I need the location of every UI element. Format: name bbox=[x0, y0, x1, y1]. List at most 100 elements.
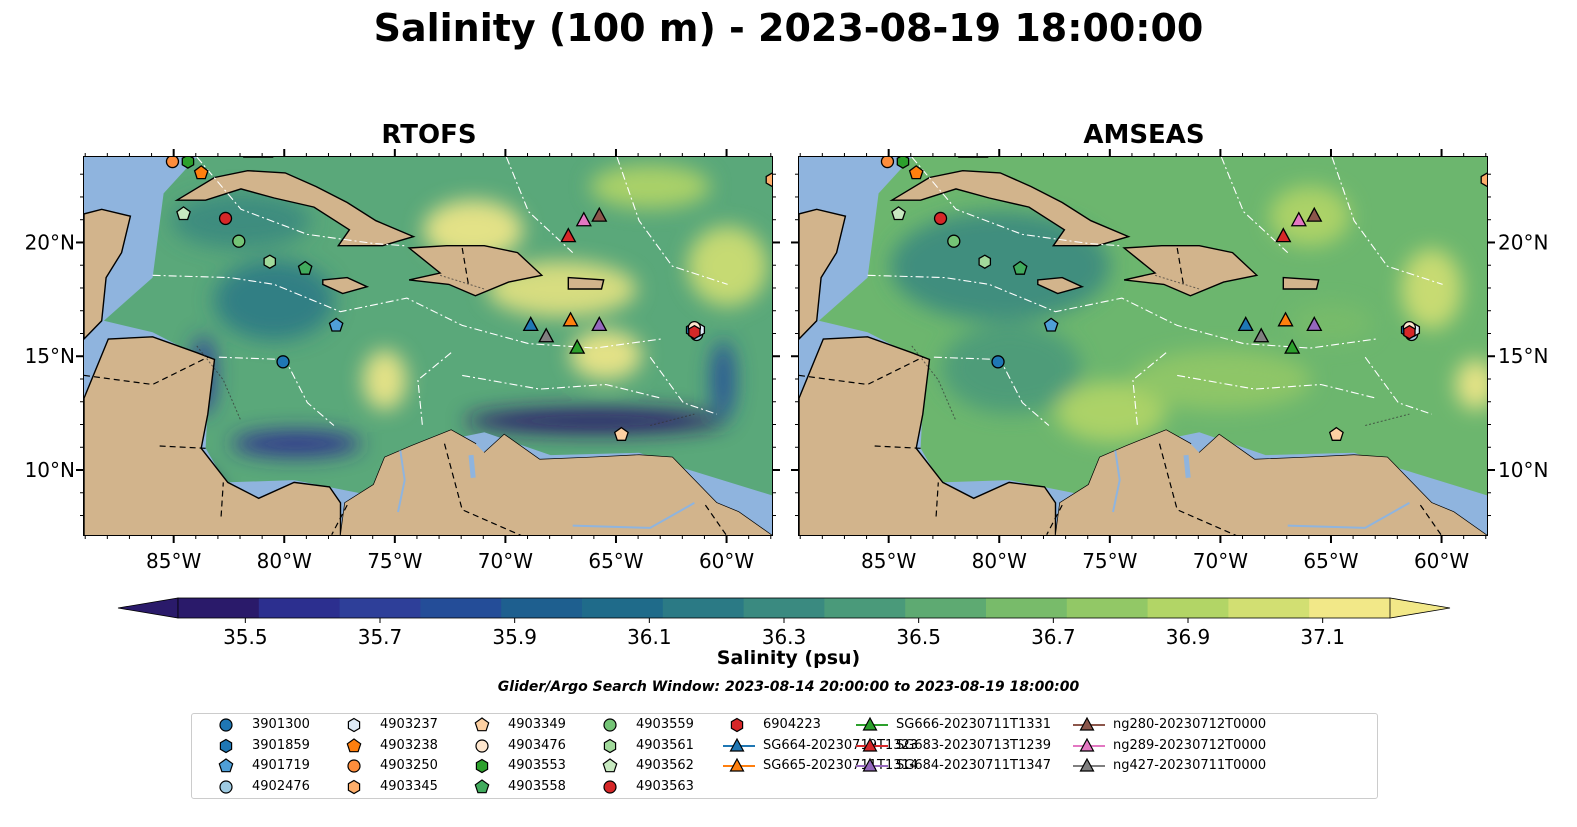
marker-SG665-20230711T1314[interactable] bbox=[562, 311, 579, 327]
marker-4903349[interactable] bbox=[1328, 426, 1344, 441]
legend-label: 3901300 bbox=[252, 717, 310, 732]
legend-marker-icon bbox=[856, 737, 888, 752]
lon-tick-label: 60°W bbox=[1414, 549, 1469, 573]
legend-label: 4903476 bbox=[508, 737, 566, 753]
legend-label: ng280-20230712T0000 bbox=[1113, 717, 1267, 732]
marker-4903238[interactable] bbox=[908, 165, 924, 180]
legend-marker-icon bbox=[475, 758, 489, 774]
lat-tick-label: 20°N bbox=[25, 230, 75, 254]
map-panel-amseas[interactable] bbox=[798, 156, 1488, 536]
marker-4901719[interactable] bbox=[1043, 317, 1059, 332]
marker-4903562[interactable] bbox=[176, 206, 191, 221]
colorbar-segment bbox=[743, 598, 825, 618]
legend-label: 6904223 bbox=[763, 717, 821, 732]
legend-label: SG666-20230711T1331 bbox=[896, 717, 1052, 732]
colorbar-tick-label: 36.1 bbox=[627, 625, 672, 649]
legend-label: 4902476 bbox=[252, 778, 310, 794]
marker-4903558[interactable] bbox=[1012, 260, 1028, 275]
legend-label: SG684-20230711T1347 bbox=[896, 758, 1052, 773]
marker-4903558[interactable] bbox=[297, 260, 313, 275]
map-canvas-amseas bbox=[799, 157, 1488, 535]
marker-ng289-20230712T0000[interactable] bbox=[1290, 211, 1307, 227]
legend-label: 4903237 bbox=[380, 717, 438, 732]
legend-marker-icon bbox=[1073, 737, 1105, 752]
marker-6904223[interactable] bbox=[688, 324, 701, 340]
colorbar: 35.5 35.7 35.9 36.1 36.3 36.5 36.7 36.9 37.1 bbox=[117, 597, 1451, 649]
marker-4903563[interactable] bbox=[933, 211, 948, 226]
marker-4903561[interactable] bbox=[263, 254, 277, 269]
legend-marker-icon bbox=[475, 738, 489, 753]
marker-SG666-20230711T1331[interactable] bbox=[569, 338, 586, 354]
marker-4903345[interactable] bbox=[765, 172, 773, 188]
marker-ng280-20230712T0000[interactable] bbox=[1306, 206, 1323, 222]
marker-3901300[interactable] bbox=[276, 355, 290, 369]
legend-label: SG664-20230719T1323 bbox=[763, 737, 919, 753]
marker-SG665-20230711T1314[interactable] bbox=[1277, 311, 1294, 327]
marker-4903553[interactable] bbox=[896, 157, 910, 169]
colorbar-extend-high bbox=[1389, 597, 1451, 619]
marker-4903345[interactable] bbox=[1480, 172, 1488, 188]
legend-marker-icon bbox=[347, 779, 361, 794]
figure-title: Salinity (100 m) - 2023-08-19 18:00:00 bbox=[373, 6, 1204, 50]
marker-SG683-20230713T1239[interactable] bbox=[560, 227, 577, 243]
legend-marker-icon bbox=[219, 779, 233, 794]
legend-label: 4903562 bbox=[636, 758, 694, 773]
marker-SG683-20230713T1239[interactable] bbox=[1275, 227, 1292, 243]
marker-SG684-20230711T1347[interactable] bbox=[1306, 316, 1323, 332]
marker-4903250[interactable] bbox=[880, 157, 895, 169]
marker-4903250[interactable] bbox=[165, 157, 180, 169]
marker-4903238[interactable] bbox=[193, 165, 209, 180]
marker-4903563[interactable] bbox=[218, 211, 233, 226]
legend-label: 3901859 bbox=[252, 737, 310, 753]
map-canvas-rtofs bbox=[84, 157, 773, 535]
legend-marker-icon bbox=[474, 778, 490, 793]
marker-SG684-20230711T1347[interactable] bbox=[591, 316, 608, 332]
colorbar-segment bbox=[1228, 598, 1310, 618]
legend-label: SG683-20230713T1239 bbox=[896, 737, 1052, 753]
marker-4903559[interactable] bbox=[232, 234, 246, 248]
marker-4903349[interactable] bbox=[613, 426, 629, 441]
marker-ng427-20230711T0000[interactable] bbox=[1253, 327, 1270, 343]
marker-SG666-20230711T1331[interactable] bbox=[1284, 338, 1301, 354]
lon-tick-label: 75°W bbox=[1082, 549, 1137, 573]
marker-3901300[interactable] bbox=[991, 355, 1005, 369]
lon-tick-label: 75°W bbox=[367, 549, 422, 573]
marker-SG664-20230719T1323[interactable] bbox=[522, 316, 539, 332]
marker-6904223[interactable] bbox=[1403, 324, 1416, 340]
axes-overlay: 85°W 80°W 75°W 70°W 65°W 60°W 20°N 15°N 10°N 85°W… bbox=[25, 149, 1548, 573]
legend-marker-icon bbox=[1073, 716, 1105, 731]
colorbar-tick-label: 36.9 bbox=[1166, 625, 1211, 649]
legend-label: 4903561 bbox=[636, 737, 694, 753]
colorbar-segment bbox=[986, 598, 1068, 618]
legend-marker-icon bbox=[730, 717, 744, 733]
marker-ng427-20230711T0000[interactable] bbox=[538, 327, 555, 343]
colorbar-segment bbox=[420, 598, 502, 618]
lat-tick-label: 10°N bbox=[1498, 458, 1548, 482]
colorbar-tick-label: 36.5 bbox=[896, 625, 941, 649]
colorbar-label: Salinity (psu) bbox=[716, 647, 861, 669]
marker-SG664-20230719T1323[interactable] bbox=[1237, 316, 1254, 332]
marker-4903559[interactable] bbox=[947, 234, 961, 248]
legend-marker-icon bbox=[856, 716, 888, 731]
legend-label: SG665-20230711T1314 bbox=[763, 758, 919, 773]
land-hispaniola bbox=[407, 244, 544, 297]
legend-marker-icon bbox=[603, 738, 617, 753]
legend-label: 4903250 bbox=[380, 758, 438, 773]
marker-ng289-20230712T0000[interactable] bbox=[575, 211, 592, 227]
colorbar-segment bbox=[824, 598, 906, 618]
legend-label: 4903553 bbox=[508, 758, 566, 773]
map-panel-rtofs[interactable] bbox=[83, 156, 773, 536]
land-yucatan bbox=[799, 208, 847, 341]
land-yucatan bbox=[84, 208, 132, 341]
marker-4903562[interactable] bbox=[891, 206, 906, 221]
colorbar-segment bbox=[1066, 598, 1149, 618]
marker-4901719[interactable] bbox=[328, 317, 344, 332]
colorbar-segment bbox=[258, 598, 341, 618]
marker-4903561[interactable] bbox=[978, 254, 992, 269]
lon-tick-label: 85°W bbox=[861, 549, 916, 573]
legend-marker-icon bbox=[346, 737, 362, 752]
marker-ng280-20230712T0000[interactable] bbox=[591, 206, 608, 222]
marker-4903553[interactable] bbox=[181, 157, 195, 169]
search-window-text: Glider/Argo Search Window: 2023-08-14 20… bbox=[497, 679, 1080, 695]
lon-tick-label: 65°W bbox=[588, 549, 643, 573]
